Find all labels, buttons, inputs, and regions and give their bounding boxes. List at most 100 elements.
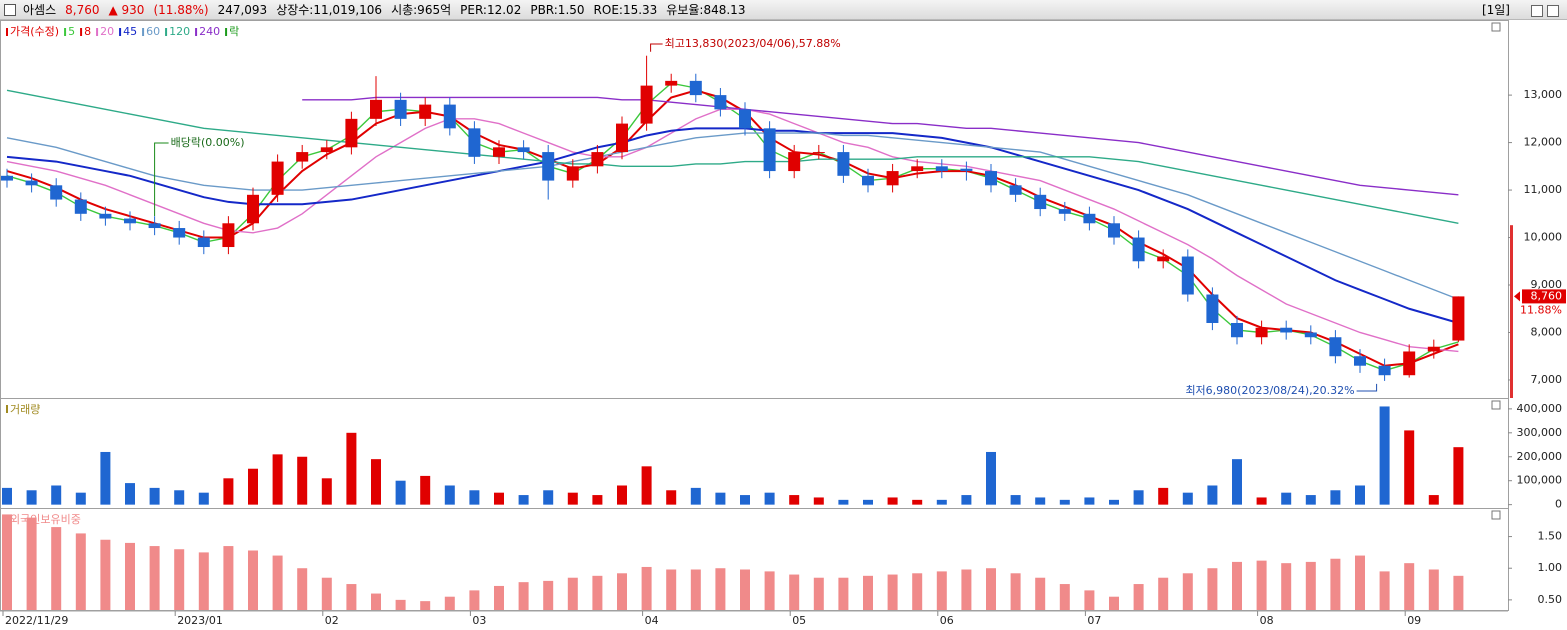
bar <box>813 497 824 505</box>
bar <box>346 584 357 610</box>
bar <box>1428 495 1439 505</box>
bar <box>690 487 701 505</box>
period-button[interactable]: [1일] <box>1481 3 1510 17</box>
candle-body <box>566 166 579 181</box>
legend-swatch <box>165 28 168 36</box>
candle-body <box>591 152 604 167</box>
candle-body <box>1231 322 1243 338</box>
legend-swatch <box>80 28 83 36</box>
bar <box>1281 563 1292 610</box>
candle-body <box>1034 194 1047 210</box>
bar <box>1355 485 1365 505</box>
last-change-label: 11.88% <box>1520 303 1562 316</box>
bar <box>887 497 898 505</box>
bar <box>149 546 160 610</box>
per: PER:12.02 <box>460 2 522 17</box>
candle-body <box>124 218 136 224</box>
bar <box>198 492 209 505</box>
bar <box>1035 577 1046 610</box>
bar <box>1232 459 1242 505</box>
bar <box>1207 485 1218 505</box>
candle-body <box>517 147 530 153</box>
candle-body <box>247 194 259 224</box>
candle-body <box>74 199 87 214</box>
legend-swatch <box>195 28 198 36</box>
legend-label: 45 <box>123 25 137 38</box>
bar <box>1084 497 1095 505</box>
candle-body <box>1108 223 1120 238</box>
legend-swatch <box>225 28 228 36</box>
bar <box>912 573 923 610</box>
bar <box>715 492 726 505</box>
bar <box>174 490 185 505</box>
candle-body <box>1181 256 1194 295</box>
legend-label: 락 <box>229 25 239 38</box>
bar <box>518 495 529 505</box>
candle-body <box>763 128 776 172</box>
bar <box>764 492 775 505</box>
bar <box>1256 497 1267 505</box>
window-button[interactable] <box>1531 5 1543 17</box>
annotation-arrow <box>1356 383 1378 392</box>
y-tick-label: 8,000 <box>1531 325 1563 338</box>
bar <box>863 499 873 505</box>
moving-average-line <box>6 89 1459 224</box>
bar <box>100 539 111 610</box>
close-button[interactable] <box>1547 5 1559 17</box>
bar <box>961 495 972 505</box>
bar <box>1232 561 1242 610</box>
legend-label: 240 <box>199 25 220 38</box>
legend-label: 60 <box>146 25 160 38</box>
candle-body <box>1329 337 1342 357</box>
bar <box>789 495 800 505</box>
legend-swatch <box>6 28 8 36</box>
roe: ROE:15.33 <box>593 2 658 17</box>
bar <box>986 568 996 610</box>
bar <box>1182 492 1193 505</box>
bar <box>1404 563 1415 610</box>
bar <box>51 485 62 505</box>
panel-button[interactable] <box>1491 400 1501 410</box>
bar <box>494 585 504 610</box>
bar <box>420 475 431 505</box>
y-tick-label: 200,000 <box>1517 450 1563 463</box>
moving-average-line <box>6 132 1459 300</box>
candle-body <box>345 118 358 148</box>
bar <box>26 517 37 610</box>
bar <box>1379 406 1390 505</box>
bar <box>567 577 578 610</box>
checkbox[interactable] <box>4 3 16 16</box>
panel-button[interactable] <box>1491 510 1501 520</box>
candle-body <box>837 152 850 176</box>
moving-average-line <box>6 108 1459 353</box>
x-tick-label: 04 <box>645 614 659 627</box>
y-tick-label: 11,000 <box>1524 183 1563 196</box>
annotation-arrow <box>650 43 663 52</box>
candle-body <box>689 80 702 96</box>
panel-button[interactable] <box>1491 22 1501 32</box>
legend-swatch <box>119 28 122 36</box>
candle-body <box>50 185 63 200</box>
bar <box>1059 584 1070 610</box>
x-tick-label: 09 <box>1407 614 1421 627</box>
bar <box>690 569 701 610</box>
candle-body <box>1354 356 1366 366</box>
candle-body <box>812 152 825 154</box>
bar <box>666 569 677 610</box>
bar <box>543 490 554 505</box>
bar <box>617 485 627 505</box>
candle-body <box>173 228 186 238</box>
bar <box>1355 555 1365 610</box>
candle-body <box>296 152 309 162</box>
candle-body <box>1304 332 1317 338</box>
candle-body <box>911 166 924 172</box>
candle-body <box>197 237 210 248</box>
candle-body <box>616 123 628 153</box>
bar <box>592 575 603 610</box>
bar <box>863 575 873 610</box>
bar <box>321 478 332 505</box>
x-tick-label: 07 <box>1087 614 1101 627</box>
price: 8,760 <box>65 2 100 17</box>
bar <box>567 492 578 505</box>
